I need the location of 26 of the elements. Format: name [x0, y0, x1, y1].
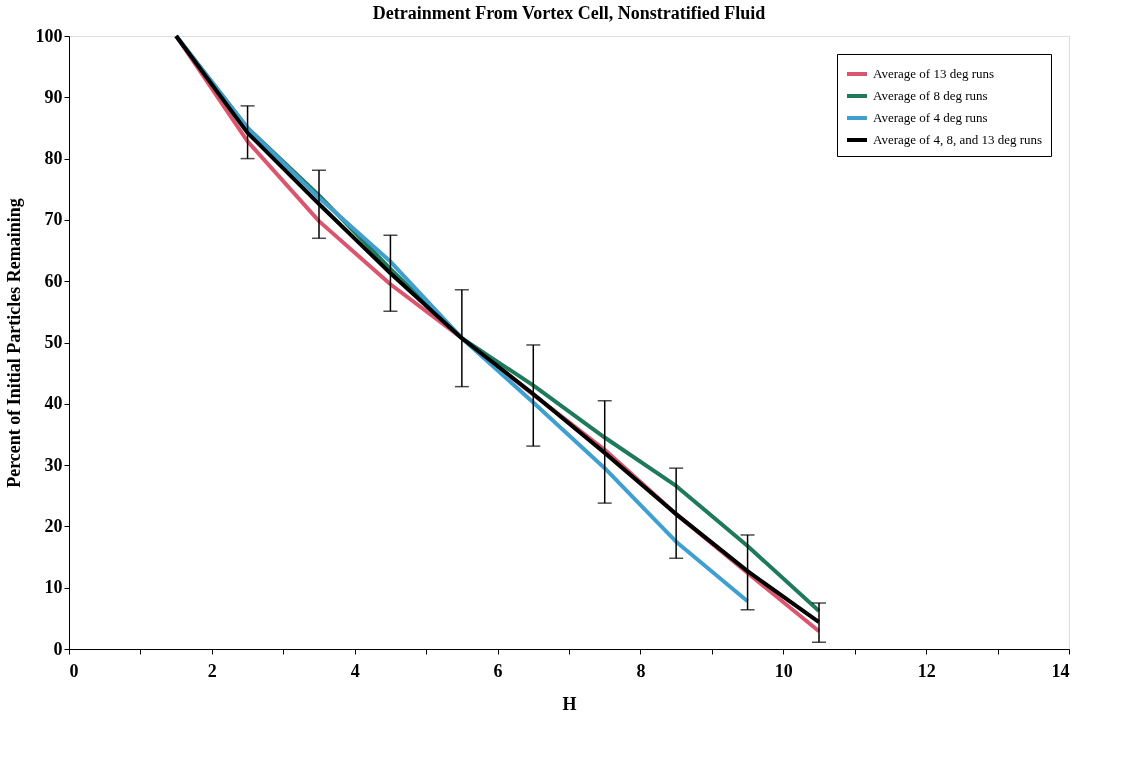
x-axis-title: H — [562, 693, 577, 714]
legend-label: Average of 4 deg runs — [873, 110, 988, 125]
y-tick-label: 10 — [44, 577, 63, 598]
x-tick-label: 4 — [350, 660, 360, 681]
y-tick-label: 20 — [44, 515, 63, 536]
legend-label: Average of 13 deg runs — [873, 66, 995, 81]
y-tick-label: 60 — [44, 270, 63, 291]
y-tick-label: 90 — [44, 86, 63, 107]
legend-label: Average of 8 deg runs — [873, 88, 988, 103]
chart-title: Detrainment From Vortex Cell, Nonstratified Fluid — [372, 3, 766, 23]
x-tick-label: 12 — [917, 660, 936, 681]
legend-label: Average of 4, 8, and 13 deg runs — [873, 132, 1043, 147]
y-tick-label: 80 — [44, 148, 63, 169]
y-tick-label: 70 — [44, 209, 63, 230]
x-tick-label: 8 — [636, 660, 646, 681]
x-tick-label: 0 — [69, 660, 79, 681]
y-axis-title: Percent of Initial Particles Remaining — [3, 198, 24, 488]
y-tick-label: 30 — [44, 454, 63, 475]
y-tick-label: 100 — [35, 25, 63, 46]
y-tick-label: 0 — [53, 638, 63, 659]
x-tick-label: 2 — [207, 660, 217, 681]
x-tick-label: 10 — [774, 660, 793, 681]
x-tick-label: 6 — [493, 660, 503, 681]
x-tick-label: 14 — [1051, 660, 1070, 681]
y-tick-label: 40 — [44, 393, 63, 414]
y-tick-label: 50 — [44, 332, 63, 352]
